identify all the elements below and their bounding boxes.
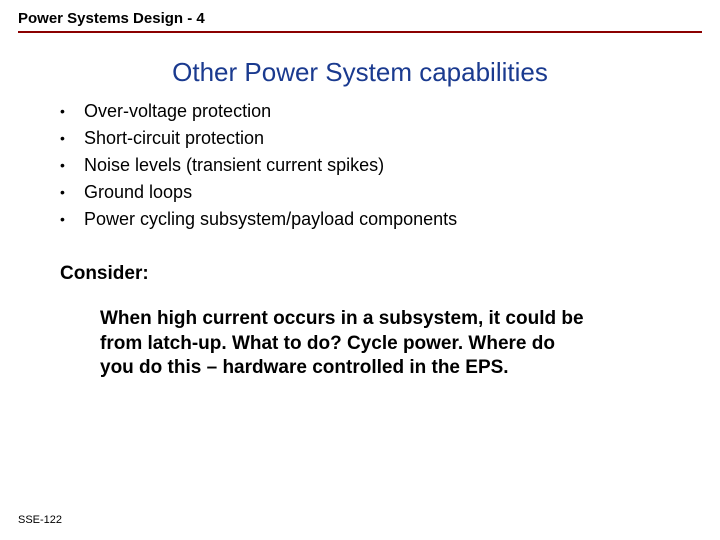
- slide-header: Power Systems Design - 4: [0, 0, 720, 39]
- consider-body: When high current occurs in a subsystem,…: [60, 307, 670, 381]
- bullet-item: • Short-circuit protection: [60, 127, 670, 149]
- title-area: Other Power System capabilities: [0, 39, 720, 100]
- bullet-item: • Power cycling subsystem/payload compon…: [60, 208, 670, 230]
- bullet-text: Short-circuit protection: [84, 127, 264, 149]
- bullet-item: • Noise levels (transient current spikes…: [60, 154, 670, 176]
- bullet-dot-icon: •: [60, 100, 84, 122]
- bullet-dot-icon: •: [60, 127, 84, 149]
- slide-footer: SSE-122: [18, 514, 62, 526]
- consider-label: Consider:: [60, 263, 670, 285]
- bullet-text: Power cycling subsystem/payload componen…: [84, 208, 457, 230]
- bullet-text: Noise levels (transient current spikes): [84, 154, 384, 176]
- bullet-dot-icon: •: [60, 208, 84, 230]
- bullet-item: • Over-voltage protection: [60, 100, 670, 122]
- consider-section: Consider: When high current occurs in a …: [0, 235, 720, 381]
- slide-title: Other Power System capabilities: [0, 57, 720, 88]
- bullet-dot-icon: •: [60, 154, 84, 176]
- bullet-dot-icon: •: [60, 181, 84, 203]
- bullet-list: • Over-voltage protection • Short-circui…: [0, 100, 720, 230]
- header-title: Power Systems Design - 4: [18, 10, 702, 27]
- header-divider: [18, 31, 702, 33]
- bullet-item: • Ground loops: [60, 181, 670, 203]
- bullet-text: Ground loops: [84, 181, 192, 203]
- bullet-text: Over-voltage protection: [84, 100, 271, 122]
